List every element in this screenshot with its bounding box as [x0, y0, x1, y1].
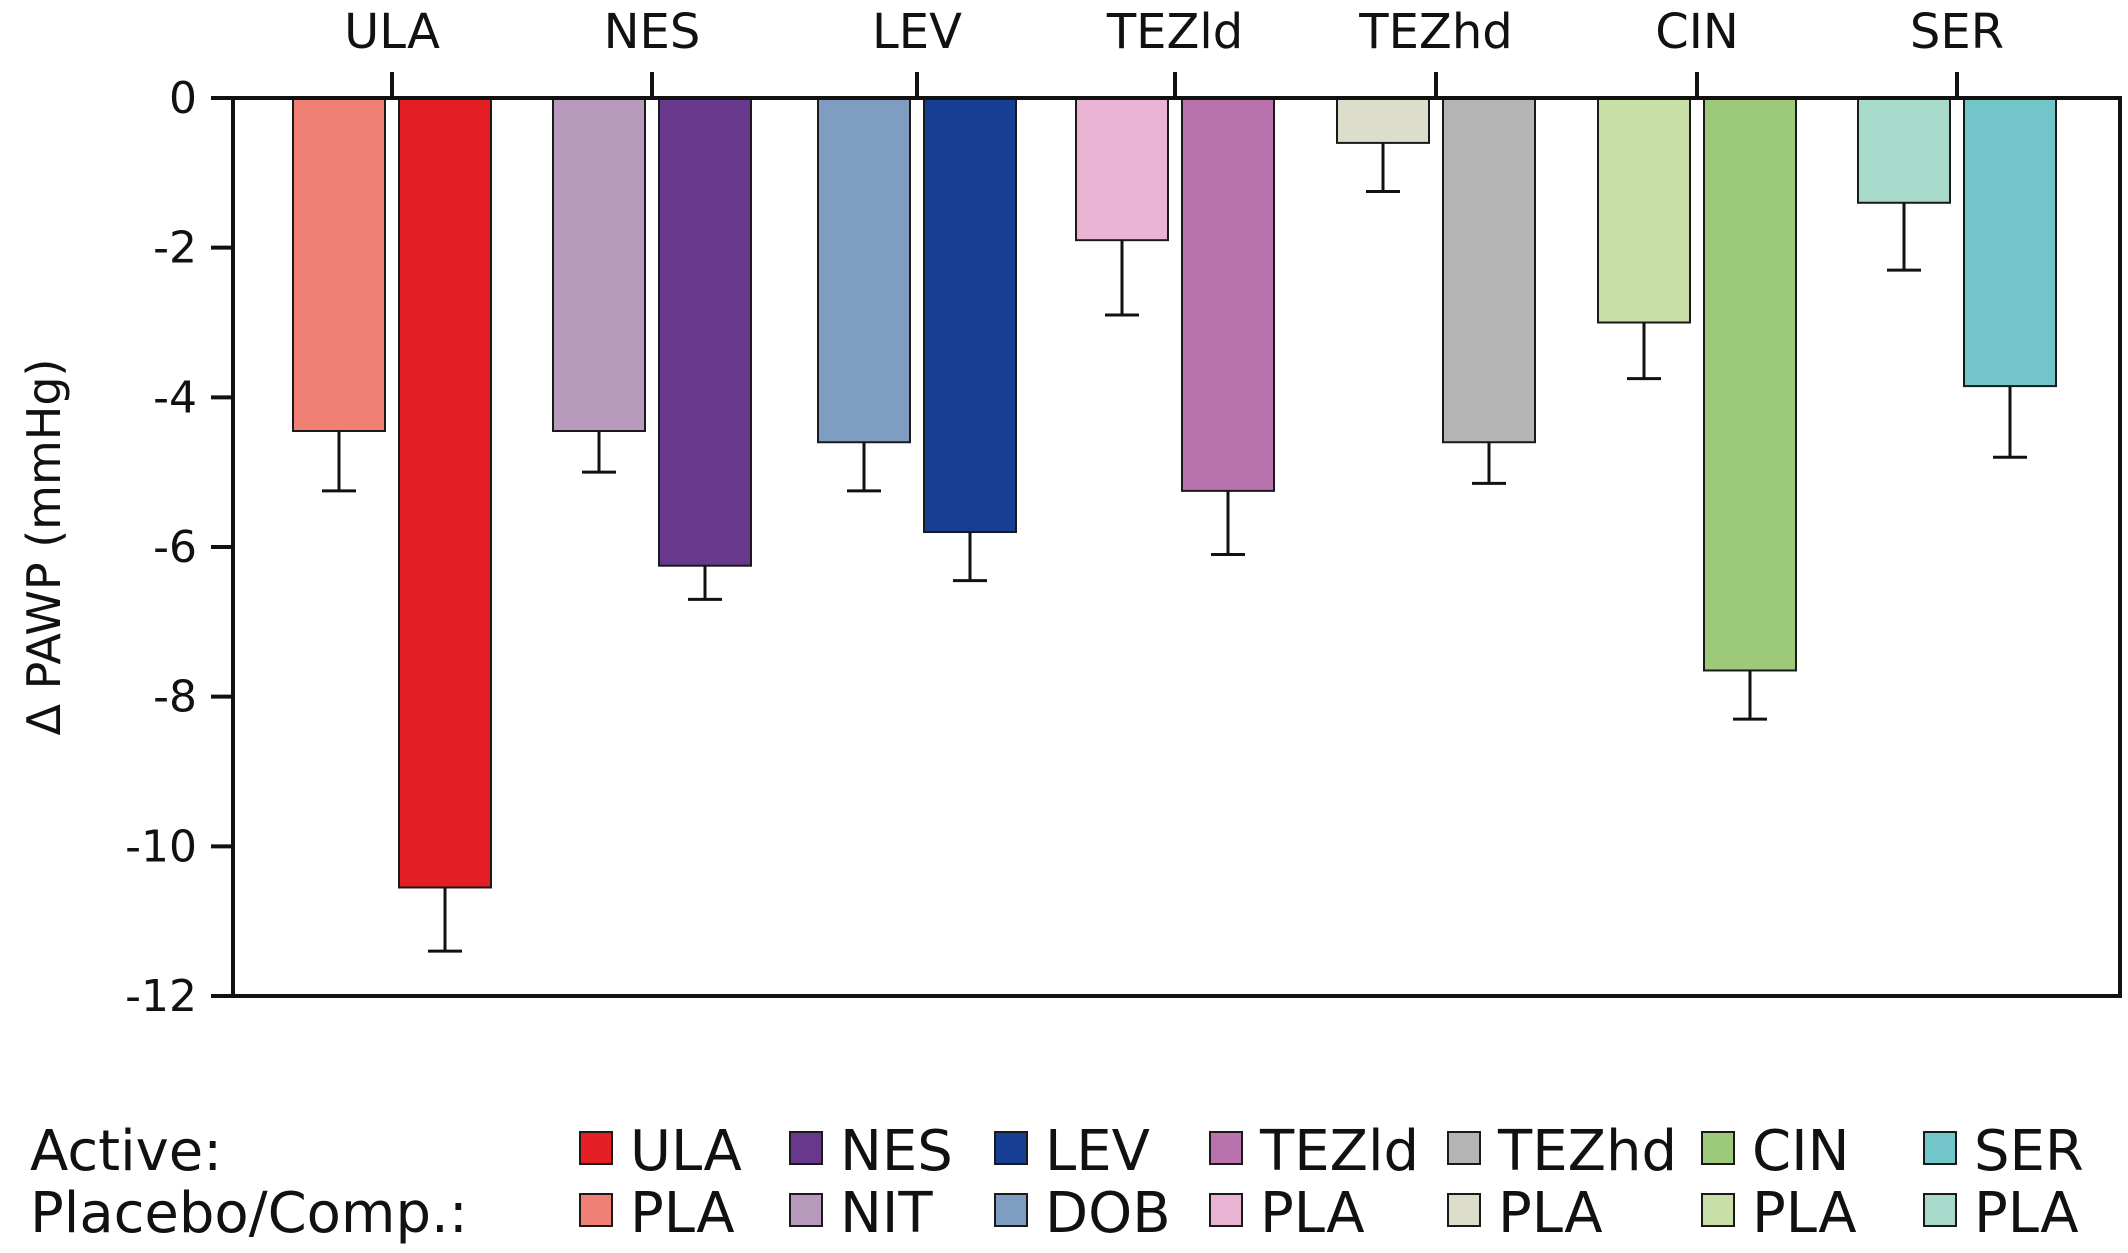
y-tick-label: -4: [153, 372, 197, 423]
legend-item-placebo: PLA: [630, 1181, 735, 1246]
y-tick-label: -8: [153, 672, 197, 723]
plot-area: [292, 97, 2057, 953]
legend-item-placebo: NIT: [840, 1181, 933, 1246]
legend-swatch-active: [1209, 1131, 1243, 1165]
x-category-label-ser: SER: [1910, 4, 2004, 60]
legend-swatch-placebo: [789, 1193, 823, 1227]
bar-active-nes: [658, 97, 752, 567]
legend-swatch-placebo: [1209, 1193, 1243, 1227]
y-tick-label: 0: [169, 73, 197, 124]
x-category-label-cin: CIN: [1655, 4, 1739, 60]
bar-placebo-cin: [1597, 97, 1691, 324]
bar-active-ula: [398, 97, 492, 889]
y-tick-label: -10: [125, 821, 197, 872]
legend-item-active: LEV: [1045, 1119, 1150, 1184]
legend-swatch-placebo: [1923, 1193, 1957, 1227]
bar-placebo-lev: [817, 97, 911, 444]
y-tick-label: -12: [125, 971, 197, 1022]
y-axis-title: Δ PAWP (mmHg): [17, 359, 71, 736]
bar-placebo-ula: [292, 97, 386, 433]
legend-swatch-placebo: [994, 1193, 1028, 1227]
legend-swatch-placebo: [1701, 1193, 1735, 1227]
legend-swatch-active: [1701, 1131, 1735, 1165]
legend-swatch-active: [994, 1131, 1028, 1165]
axes: 0 -2 -4 -6 -8 -10 -12 ULA NES LEV TEZld TEZhd CIN SER…: [17, 4, 2122, 1022]
x-category-label-nes: NES: [604, 4, 701, 60]
bar-placebo-ser: [1857, 97, 1951, 204]
legend-item-placebo: PLA: [1974, 1181, 2079, 1246]
bar-active-lev: [923, 97, 1017, 534]
legend-swatch-placebo: [579, 1193, 613, 1227]
legend-swatch-active: [1923, 1131, 1957, 1165]
x-category-label-tezhd: TEZhd: [1358, 4, 1512, 60]
y-tick-label: -2: [153, 223, 197, 274]
bar-placebo-tezld: [1075, 97, 1169, 242]
legend-swatch-active: [579, 1131, 613, 1165]
legend-placebo-label: Placebo/Comp.:: [30, 1181, 468, 1246]
legend-swatch-active: [789, 1131, 823, 1165]
y-tick-label: -6: [153, 522, 197, 573]
legend-item-active: TEZhd: [1497, 1119, 1677, 1184]
legend-item-placebo: PLA: [1260, 1181, 1365, 1246]
legend-item-active: TEZld: [1259, 1119, 1419, 1184]
plot-frame: [231, 96, 2122, 998]
bar-placebo-tezhd: [1336, 97, 1430, 144]
legend-swatch-placebo: [1447, 1193, 1481, 1227]
bar-placebo-nes: [552, 97, 646, 433]
legend: Active: Placebo/Comp.: ULA NES LEV TEZld TEZ…: [30, 1119, 2084, 1246]
legend-item-active: CIN: [1752, 1119, 1850, 1184]
legend-item-placebo: PLA: [1498, 1181, 1603, 1246]
bar-active-tezhd: [1442, 97, 1536, 444]
bar-active-cin: [1703, 97, 1797, 672]
legend-swatch-active: [1447, 1131, 1481, 1165]
x-category-label-lev: LEV: [872, 4, 962, 60]
bar-active-ser: [1963, 97, 2057, 388]
x-category-label-tezld: TEZld: [1106, 4, 1243, 60]
legend-active-label: Active:: [30, 1119, 222, 1184]
legend-item-active: ULA: [630, 1119, 742, 1184]
bar-active-tezld: [1181, 97, 1275, 492]
legend-item-active: SER: [1974, 1119, 2084, 1184]
legend-item-active: NES: [840, 1119, 953, 1184]
legend-item-placebo: DOB: [1045, 1181, 1171, 1246]
legend-item-placebo: PLA: [1752, 1181, 1857, 1246]
x-category-label-ula: ULA: [344, 4, 440, 60]
